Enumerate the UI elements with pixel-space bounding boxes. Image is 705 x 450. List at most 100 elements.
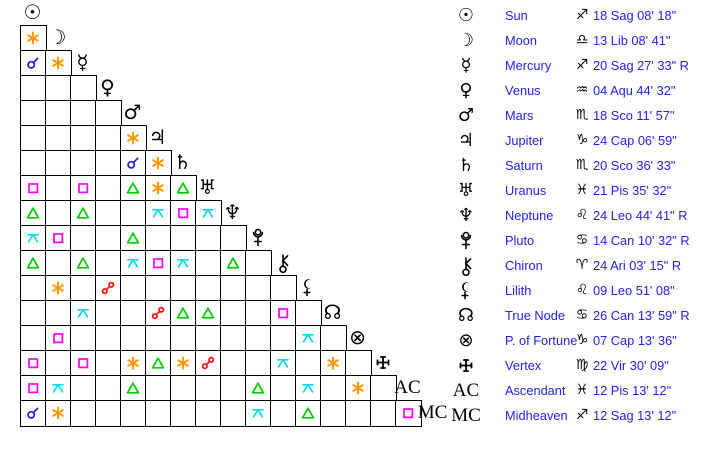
trine-aspect-icon (226, 256, 240, 270)
table-row-sun: ☉ Sun ♐ 18 Sag 08' 18" (0, 3, 705, 28)
grid-diagonal-sun: ☉ (20, 0, 45, 25)
aspect-cell-fortune-mercury (70, 325, 97, 352)
square-aspect-icon (401, 406, 415, 420)
aspect-cell-vertex-sun (20, 350, 47, 377)
aspect-cell-midheaven-venus (95, 400, 122, 427)
planet-position: 20 Sco 36' 33" (593, 158, 676, 173)
trine-aspect-icon (76, 256, 90, 270)
aspect-cell-jupiter-mars (120, 125, 147, 152)
square-aspect-icon (76, 356, 90, 370)
aspect-cell-neptune-mercury (70, 200, 97, 227)
aspect-cell-vertex-moon (45, 350, 72, 377)
aspect-cell-saturn-moon (45, 150, 72, 177)
trine-aspect-icon (176, 181, 190, 195)
sextile-aspect-icon (51, 406, 65, 420)
table-row-saturn: ♄ Saturn ♏ 20 Sco 36' 33" (0, 153, 705, 178)
planet-position: 14 Can 10' 32" R (593, 233, 690, 248)
planet-name: Jupiter (505, 133, 544, 148)
planet-name: Ascendant (505, 383, 566, 398)
aspect-cell-chiron-moon (45, 250, 72, 277)
chiron-icon (460, 256, 472, 276)
aspect-cell-chiron-pluto (245, 250, 272, 277)
quincunx-aspect-icon (301, 381, 315, 395)
aspect-cell-lilith-saturn (170, 275, 197, 302)
quincunx-aspect-icon (26, 231, 40, 245)
aspect-cell-lilith-sun (20, 275, 47, 302)
lilith-icon (302, 278, 314, 297)
grid-diagonal-saturn: ♄ (170, 150, 195, 175)
quincunx-aspect-icon (126, 256, 140, 270)
moon-icon: ☽ (48, 25, 67, 49)
aspect-cell-chiron-jupiter (145, 250, 172, 277)
sign-sag-icon: ♐ (575, 407, 589, 423)
planet-name: Venus (505, 83, 541, 98)
square-aspect-icon (151, 256, 165, 270)
sign-pis-icon: ♓ (575, 182, 589, 198)
table-row-lilith: Lilith ♌ 09 Leo 51' 08" (0, 278, 705, 303)
aspect-cell-midheaven-chiron (270, 400, 297, 427)
planet-position: 22 Vir 30' 09" (593, 358, 669, 373)
aspect-cell-mars-moon (45, 100, 72, 127)
conjunction-aspect-icon (26, 56, 40, 70)
trine-aspect-icon (126, 231, 140, 245)
aspect-cell-pluto-mars (120, 225, 147, 252)
sign-sco-icon: ♏ (575, 107, 589, 123)
opposition-aspect-icon (101, 281, 115, 295)
square-aspect-icon (76, 181, 90, 195)
opposition-aspect-icon (201, 356, 215, 370)
aspect-cell-true-node-lilith (295, 300, 322, 327)
venus-icon: ♀ (100, 75, 115, 99)
sextile-aspect-icon (176, 356, 190, 370)
aspect-cell-midheaven-neptune (220, 400, 247, 427)
aspect-cell-true-node-neptune (220, 300, 247, 327)
planet-name: Mars (505, 108, 534, 123)
trine-aspect-icon (176, 306, 190, 320)
venus-icon: ♀ (459, 80, 473, 101)
aspect-cell-neptune-saturn (170, 200, 197, 227)
aspect-cell-pluto-mercury (70, 225, 97, 252)
uranus-icon: ♅ (198, 175, 217, 199)
table-row-fortune: ⊗ P. of Fortune ♑ 07 Cap 13' 36" (0, 328, 705, 353)
planet-name: Uranus (505, 183, 547, 198)
neptune-icon: ♆ (223, 200, 242, 224)
quincunx-aspect-icon (301, 331, 315, 345)
sextile-aspect-icon (351, 381, 365, 395)
aspect-cell-ascendant-saturn (170, 375, 197, 402)
aspect-cell-lilith-pluto (245, 275, 272, 302)
mercury-icon: ☿ (460, 55, 472, 76)
sign-aqu-icon: ♒ (575, 82, 589, 98)
table-row-mars: ♂ Mars ♏ 18 Sco 11' 57" (0, 103, 705, 128)
aspect-cell-midheaven-vertex (370, 400, 397, 427)
grid-diagonal-mars: ♂ (120, 100, 145, 125)
sign-leo-icon: ♌ (575, 207, 589, 223)
planet-position: 21 Pis 35' 32" (593, 183, 672, 198)
aspect-cell-true-node-mars (120, 300, 147, 327)
aspect-cell-lilith-uranus (195, 275, 222, 302)
grid-diagonal-ascendant: AC (394, 375, 420, 400)
mars-icon: ♂ (123, 100, 142, 124)
square-aspect-icon (51, 331, 65, 345)
planet-position: 13 Lib 08' 41" (593, 33, 671, 48)
sextile-aspect-icon (326, 356, 340, 370)
quincunx-aspect-icon (176, 256, 190, 270)
sextile-aspect-icon (126, 131, 140, 145)
planet-position: 24 Cap 06' 59" (593, 133, 677, 148)
planet-name: Vertex (505, 358, 542, 373)
table-row-moon: ☽ Moon ♎ 13 Lib 08' 41" (0, 28, 705, 53)
sextile-aspect-icon (51, 56, 65, 70)
grid-diagonal-fortune: ⊗ (345, 325, 370, 350)
aspect-cell-pluto-saturn (170, 225, 197, 252)
sign-lib-icon: ♎ (575, 32, 589, 48)
sextile-aspect-icon (151, 156, 165, 170)
aspect-cell-ascendant-pluto (245, 375, 272, 402)
aspect-cell-fortune-moon (45, 325, 72, 352)
planet-name: Midheaven (505, 408, 568, 423)
sign-sag-icon: ♐ (575, 57, 589, 73)
planet-position: 09 Leo 51' 08" (593, 283, 675, 298)
table-row-uranus: ♅ Uranus ♓ 21 Pis 35' 32" (0, 178, 705, 203)
aspect-cell-midheaven-saturn (170, 400, 197, 427)
grid-diagonal-true-node: ☊ (320, 300, 345, 325)
square-aspect-icon (26, 381, 40, 395)
grid-diagonal-vertex (370, 350, 395, 375)
